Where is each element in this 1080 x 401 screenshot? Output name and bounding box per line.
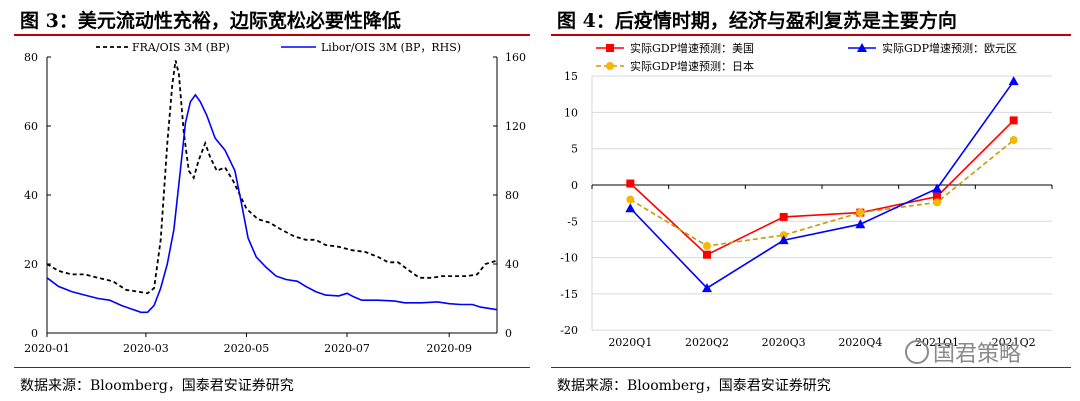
gdp-japan-point: [703, 241, 711, 250]
left-chart-y2tick-label: 80: [505, 189, 519, 202]
gdp-euro-point: [932, 183, 942, 193]
left-title-divider: [14, 34, 530, 36]
left-data-source: 数据来源：Bloomberg，国泰君安证券研究: [20, 378, 294, 394]
left-chart-y2tick-label: 40: [505, 258, 519, 271]
right-chart-xtick-label: 2020Q4: [838, 336, 882, 349]
gdp-us-point: [933, 192, 941, 201]
wechat-icon: [905, 340, 929, 364]
gdp-us-legend-label: 实际GDP增速预测：美国: [630, 41, 754, 55]
left-chart-ytick-label: 20: [24, 258, 38, 271]
gdp-us-point: [703, 250, 711, 259]
libor-ois-series-line: [46, 93, 498, 314]
left-chart-ytick-label: 60: [24, 120, 38, 133]
libor-ois-legend-label: Libor/OIS 3M (BP，RHS): [321, 41, 461, 54]
watermark-text: 国君策略: [933, 342, 1022, 367]
right-source-divider: [551, 367, 1071, 368]
right-chart-ytick-label: 15: [564, 70, 578, 83]
gdp-euro-point: [778, 235, 789, 245]
right-chart-ytick-label: -20: [560, 324, 578, 337]
gdp-japan-point: [933, 198, 941, 207]
gdp-japan-point: [626, 195, 635, 204]
left-chart-y2tick-label: 0: [505, 327, 512, 340]
gdp-us-point: [1009, 116, 1018, 125]
left-chart-xtick-label: 2020-05: [224, 342, 270, 355]
gdp-japan-point: [856, 208, 865, 217]
gdp-euro-point: [702, 283, 712, 293]
right-title-divider: [551, 34, 1071, 36]
left-chart-xtick-label: 2020-01: [24, 342, 70, 355]
left-chart-y2tick-label: 120: [505, 120, 526, 133]
right-chart-ytick-label: -5: [567, 215, 578, 228]
left-chart-xtick-label: 2020-03: [123, 342, 169, 355]
right-chart-ytick-label: -10: [560, 252, 578, 265]
right-chart-ytick-label: 5: [571, 143, 578, 156]
right-chart-ytick-label: 10: [564, 106, 578, 119]
right-chart-xtick-label: 2020Q3: [762, 336, 806, 349]
left-chart-xtick-label: 2020-07: [324, 342, 370, 355]
left-chart-ytick-label: 0: [31, 327, 38, 340]
gdp-japan-series-line: [629, 139, 1015, 247]
gdp-euro-series-line: [629, 80, 1015, 290]
gdp-euro-legend-marker: [857, 43, 867, 52]
left-chart-title: 图 3：美元流动性充裕，边际宽松必要性降低: [20, 10, 401, 32]
fra-ois-legend-label: FRA/OIS 3M (BP): [132, 41, 230, 54]
gdp-us-series-line: [629, 119, 1015, 256]
gdp-euro-point: [1008, 76, 1019, 86]
gdp-us-point: [779, 212, 788, 221]
gdp-japan-legend-label: 实际GDP增速预测：日本: [630, 59, 754, 73]
right-data-source: 数据来源：Bloomberg，国泰君安证券研究: [557, 378, 831, 394]
right-chart-ytick-label: 0: [571, 179, 578, 192]
gdp-us-point: [626, 179, 635, 188]
gdp-euro-point: [855, 219, 866, 229]
right-chart-ytick-label: -15: [560, 288, 578, 301]
right-chart-xtick-label: 2021Q2: [992, 336, 1036, 349]
watermark: 国君策略: [905, 336, 1021, 368]
left-chart-ytick-label: 80: [24, 51, 38, 64]
gdp-us-legend-marker: [606, 44, 614, 52]
right-chart-xtick-label: 2020Q1: [608, 336, 652, 349]
gdp-japan-point: [779, 231, 788, 240]
left-chart-xtick-label: 2020-09: [426, 342, 472, 355]
right-chart-title: 图 4：后疫情时期，经济与盈利复苏是主要方向: [557, 10, 957, 32]
right-chart-xtick-label: 2020Q2: [685, 336, 729, 349]
left-chart-y2tick-label: 160: [505, 51, 526, 64]
gdp-japan-point: [1009, 135, 1018, 144]
gdp-japan-legend-marker: [606, 62, 614, 70]
gdp-euro-legend-label: 实际GDP增速预测：欧元区: [882, 41, 1017, 55]
left-chart-ytick-label: 40: [24, 189, 38, 202]
left-source-divider: [14, 367, 530, 368]
gdp-euro-point: [625, 203, 636, 213]
fra-ois-series-line: [46, 60, 498, 295]
